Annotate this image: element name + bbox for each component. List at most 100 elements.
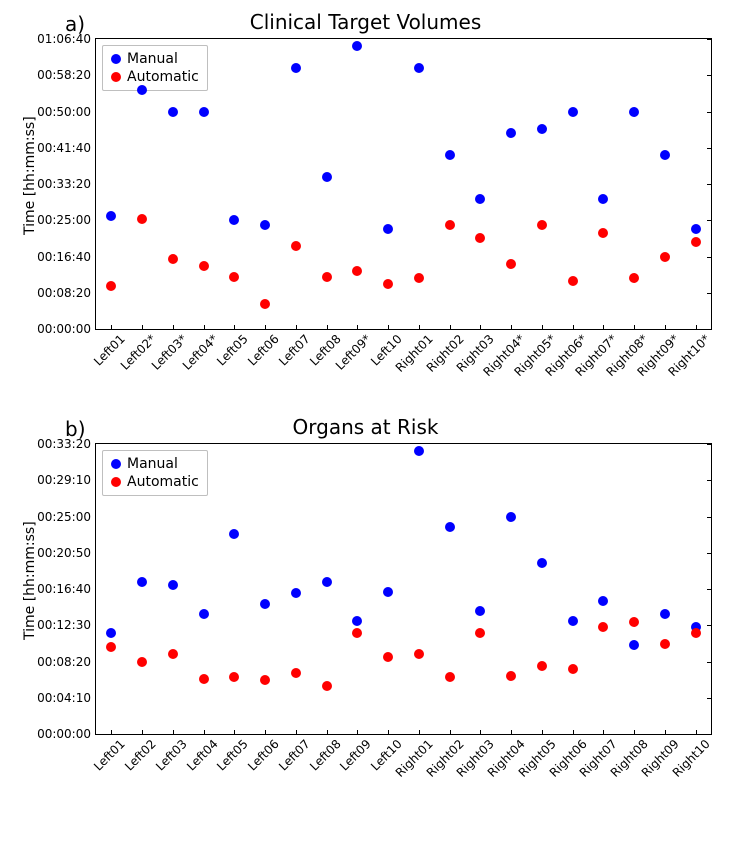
data-point (506, 671, 516, 681)
data-point (568, 664, 578, 674)
ytick-label: 00:41:40 (37, 141, 96, 155)
xtick-mark (388, 730, 389, 735)
data-point (629, 273, 639, 283)
xtick-mark (603, 325, 604, 330)
data-point (106, 628, 116, 638)
xtick-mark (327, 730, 328, 735)
ytick-label: 01:06:40 (37, 32, 96, 46)
xtick-mark (542, 325, 543, 330)
panel-b-legend: Manual Automatic (102, 450, 208, 496)
ytick-mark (707, 293, 712, 294)
xtick-mark (111, 325, 112, 330)
data-point (537, 220, 547, 230)
xtick-mark (480, 325, 481, 330)
data-point (137, 85, 147, 95)
data-point (168, 649, 178, 659)
panel-a: a) Clinical Target Volumes Time [hh:mm:s… (10, 10, 721, 415)
xtick-label: Left06 (242, 329, 281, 368)
data-point (229, 272, 239, 282)
xtick-label: Left06 (242, 734, 281, 773)
legend-item-automatic: Automatic (111, 68, 199, 86)
data-point (137, 577, 147, 587)
data-point (414, 63, 424, 73)
data-point (199, 261, 209, 271)
data-point (506, 128, 516, 138)
data-point (445, 150, 455, 160)
xtick-mark (634, 730, 635, 735)
data-point (660, 639, 670, 649)
ytick-mark (707, 698, 712, 699)
ytick-label: 00:04:10 (37, 691, 96, 705)
xtick-mark (603, 730, 604, 735)
data-point (629, 640, 639, 650)
data-point (291, 63, 301, 73)
data-point (322, 681, 332, 691)
data-point (229, 215, 239, 225)
data-point (691, 224, 701, 234)
xtick-mark (296, 325, 297, 330)
data-point (106, 642, 116, 652)
data-point (199, 107, 209, 117)
xtick-mark (234, 730, 235, 735)
xtick-mark (173, 325, 174, 330)
data-point (506, 259, 516, 269)
xtick-mark (296, 730, 297, 735)
data-point (352, 616, 362, 626)
figure: a) Clinical Target Volumes Time [hh:mm:s… (10, 10, 721, 834)
data-point (383, 587, 393, 597)
panel-b: b) Organs at Risk Time [hh:mm:ss] Manual… (10, 415, 721, 834)
xtick-mark (511, 730, 512, 735)
legend-dot-automatic (111, 477, 121, 487)
data-point (260, 299, 270, 309)
xtick-mark (511, 325, 512, 330)
data-point (199, 674, 209, 684)
data-point (537, 661, 547, 671)
xtick-mark (265, 325, 266, 330)
data-point (660, 609, 670, 619)
xtick-mark (419, 730, 420, 735)
data-point (598, 228, 608, 238)
data-point (475, 628, 485, 638)
data-point (475, 606, 485, 616)
xtick-mark (327, 325, 328, 330)
ytick-mark (707, 39, 712, 40)
xtick-label: Left08 (304, 734, 343, 773)
data-point (414, 446, 424, 456)
xtick-mark (142, 730, 143, 735)
legend-dot-manual (111, 459, 121, 469)
data-point (106, 281, 116, 291)
xtick-mark (450, 730, 451, 735)
data-point (352, 628, 362, 638)
data-point (445, 522, 455, 532)
ytick-mark (707, 257, 712, 258)
data-point (322, 577, 332, 587)
data-point (352, 266, 362, 276)
xtick-mark (173, 730, 174, 735)
legend-item-manual: Manual (111, 455, 199, 473)
legend-dot-automatic (111, 72, 121, 82)
data-point (598, 194, 608, 204)
data-point (537, 558, 547, 568)
data-point (598, 622, 608, 632)
ytick-label: 00:20:50 (37, 546, 96, 560)
legend-label-automatic: Automatic (127, 68, 199, 86)
xtick-mark (665, 325, 666, 330)
data-point (506, 512, 516, 522)
xtick-mark (480, 730, 481, 735)
xtick-mark (142, 325, 143, 330)
legend-label-automatic: Automatic (127, 473, 199, 491)
ytick-label: 00:00:00 (37, 727, 96, 741)
xtick-mark (111, 730, 112, 735)
xtick-mark (265, 730, 266, 735)
xtick-mark (696, 325, 697, 330)
xtick-mark (696, 730, 697, 735)
ytick-mark (707, 220, 712, 221)
xtick-mark (388, 325, 389, 330)
data-point (445, 220, 455, 230)
data-point (168, 107, 178, 117)
xtick-mark (419, 325, 420, 330)
xtick-mark (542, 730, 543, 735)
data-point (137, 214, 147, 224)
data-point (291, 588, 301, 598)
data-point (475, 233, 485, 243)
